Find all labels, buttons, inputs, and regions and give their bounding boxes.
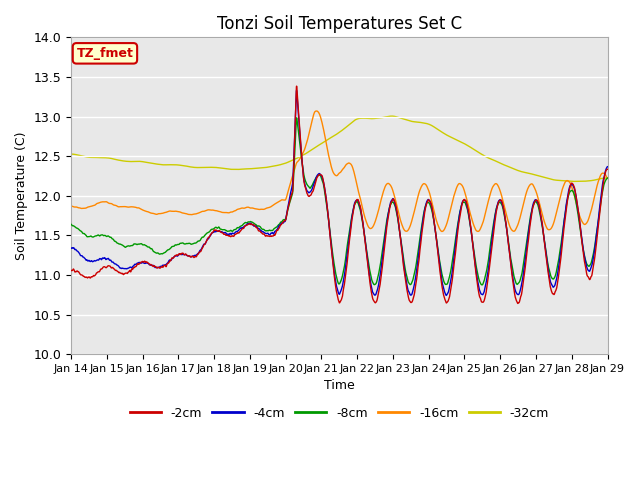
Y-axis label: Soil Temperature (C): Soil Temperature (C): [15, 132, 28, 260]
Text: TZ_fmet: TZ_fmet: [77, 47, 133, 60]
X-axis label: Time: Time: [324, 379, 355, 392]
Legend: -2cm, -4cm, -8cm, -16cm, -32cm: -2cm, -4cm, -8cm, -16cm, -32cm: [125, 402, 554, 424]
Title: Tonzi Soil Temperatures Set C: Tonzi Soil Temperatures Set C: [217, 15, 462, 33]
